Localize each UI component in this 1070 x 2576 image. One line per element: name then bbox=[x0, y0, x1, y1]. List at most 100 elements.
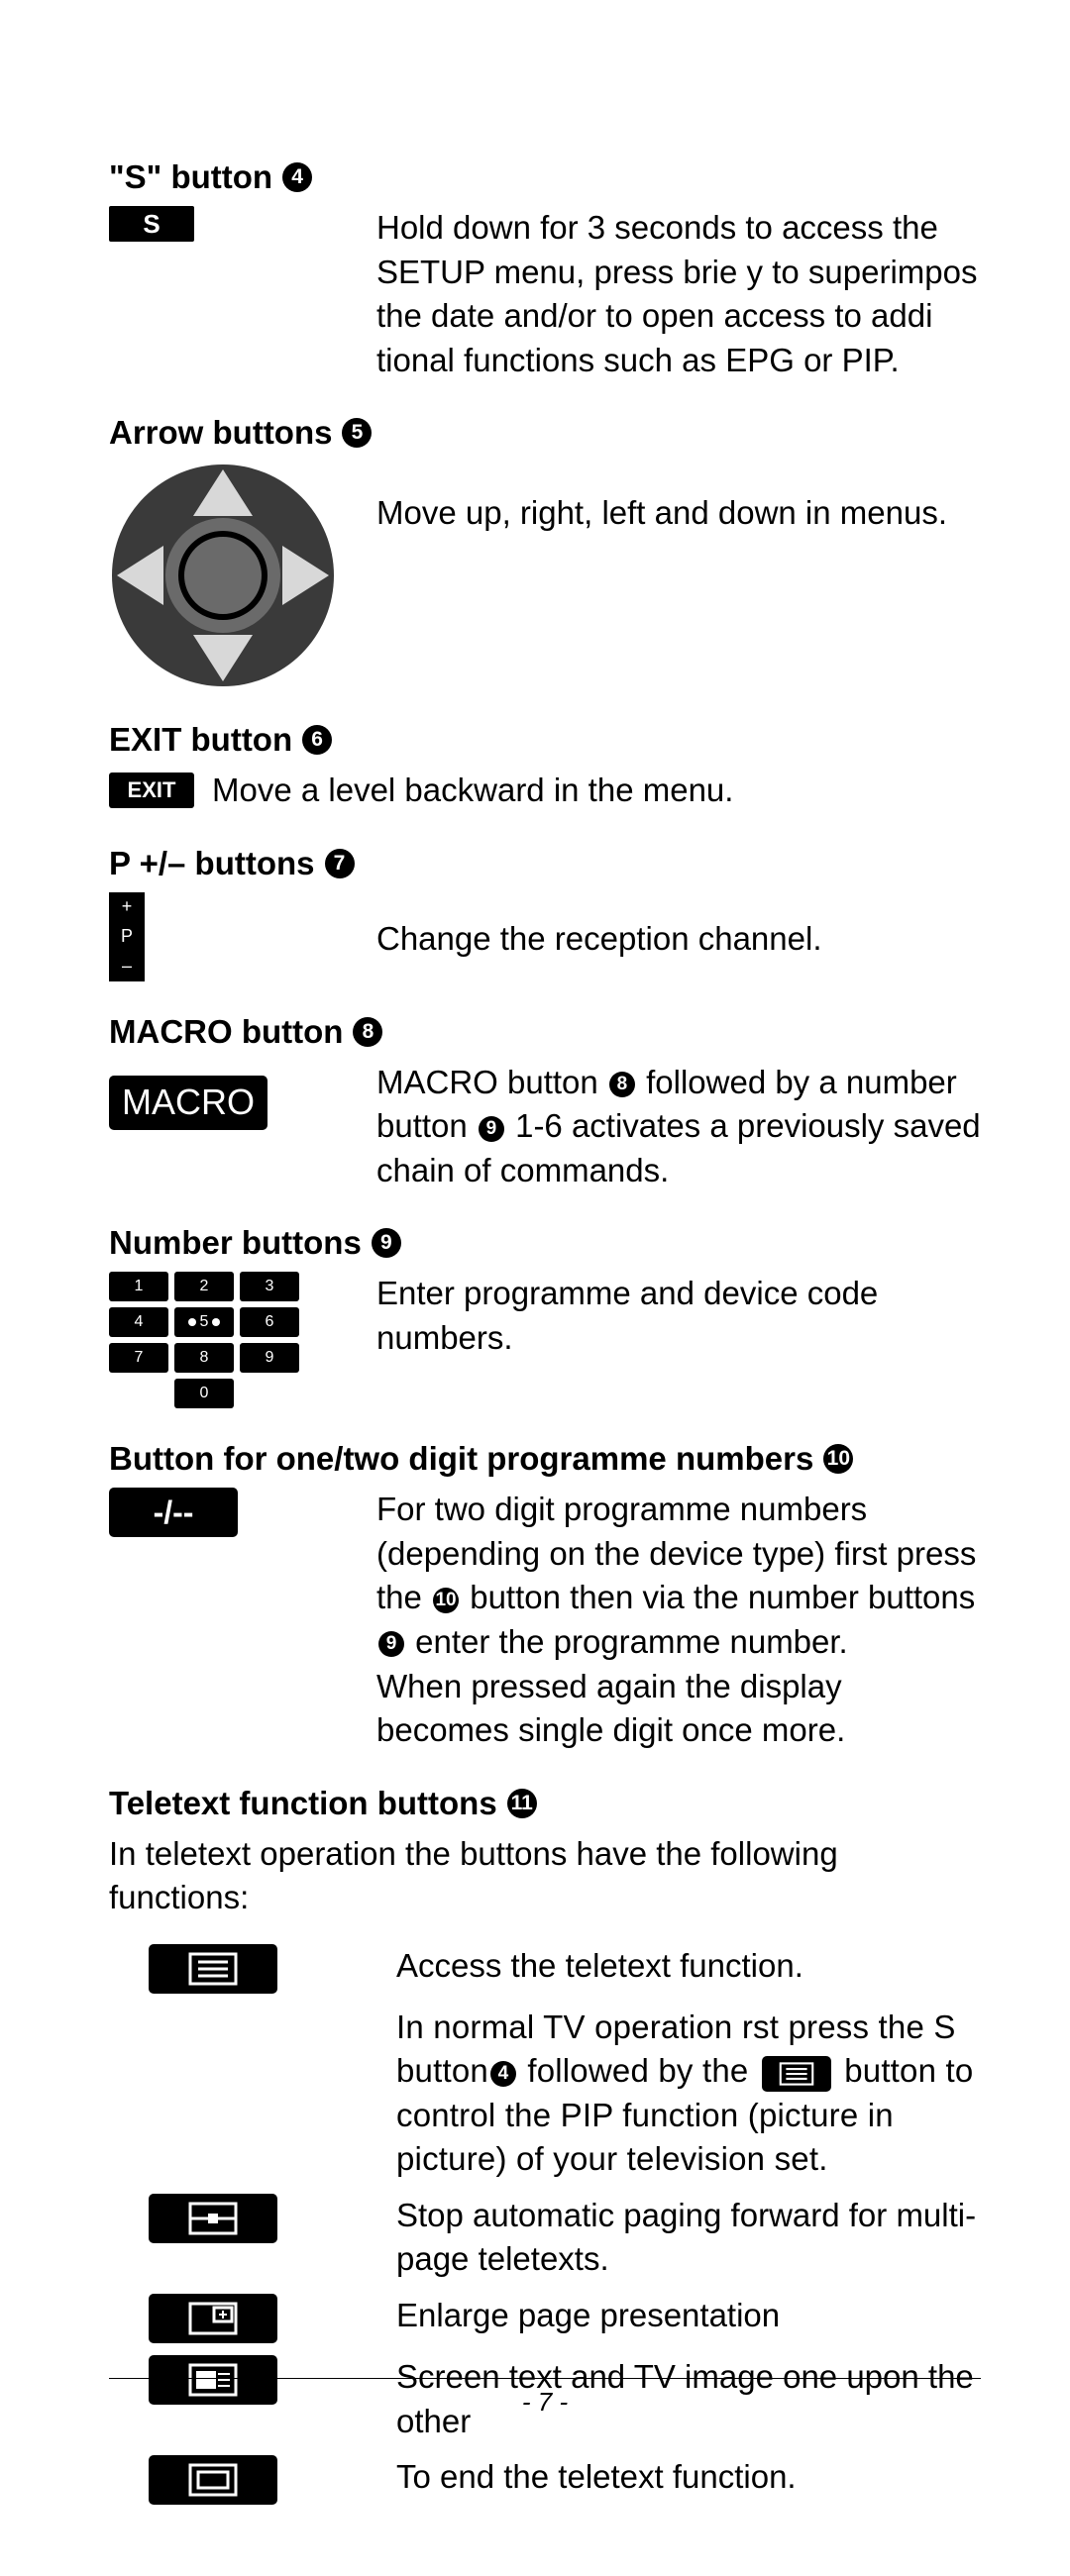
key-3: 3 bbox=[240, 1272, 299, 1301]
icon-col: + P – bbox=[109, 892, 357, 981]
key-1: 1 bbox=[109, 1272, 168, 1301]
heading-arrow: Arrow buttons 5 bbox=[109, 414, 981, 452]
d1: MACRO button bbox=[376, 1064, 607, 1100]
tt-row-1: In normal TV operation rst press the S b… bbox=[109, 2006, 981, 2182]
tt-row-5: To end the teletext function. bbox=[109, 2455, 981, 2505]
tt-row-2: Stop automatic paging forward for multi-… bbox=[109, 2194, 981, 2282]
page-number: - 7 - bbox=[522, 2387, 568, 2417]
p2b: button then via the number buttons bbox=[461, 1579, 975, 1615]
key-2: 2 bbox=[174, 1272, 234, 1301]
key-9: 9 bbox=[240, 1343, 299, 1373]
desc: Stop automatic paging forward for multi-… bbox=[396, 2194, 981, 2282]
heading-teletext: Teletext function buttons 11 bbox=[109, 1785, 981, 1822]
heading-text: P +/– buttons bbox=[109, 845, 315, 882]
s-button-icon: S bbox=[109, 206, 194, 242]
desc: For two digit programme numbers (depend­… bbox=[376, 1488, 981, 1752]
ref-icon: 4 bbox=[282, 162, 312, 192]
desc: To end the teletext function. bbox=[396, 2455, 981, 2500]
ref-9: 9 bbox=[378, 1631, 404, 1657]
desc: In normal TV operation rst press the S b… bbox=[396, 2006, 981, 2182]
row: Move up, right, left and down in menus. bbox=[109, 462, 981, 689]
ref-icon: 10 bbox=[823, 1444, 853, 1474]
ref-icon: 8 bbox=[353, 1017, 382, 1047]
section-p-buttons: P +/– buttons 7 + P – Change the recepti… bbox=[109, 845, 981, 981]
ref-icon: 5 bbox=[342, 418, 372, 448]
teletext-access-icon bbox=[149, 1944, 277, 1994]
p2: the 10 button then via the number button… bbox=[376, 1576, 981, 1664]
ref-4: 4 bbox=[490, 2061, 516, 2087]
p2a: the bbox=[376, 1579, 431, 1615]
page-footer: - 7 - bbox=[109, 2378, 981, 2418]
p3: When pressed again the display becomes s… bbox=[376, 1665, 981, 1753]
key-0: 0 bbox=[174, 1379, 234, 1408]
digit-button-icon: -/-- bbox=[109, 1488, 238, 1537]
k5: 5 bbox=[200, 1313, 209, 1331]
teletext-stop-icon bbox=[149, 2194, 277, 2243]
key-7: 7 bbox=[109, 1343, 168, 1373]
icon-col: MACRO bbox=[109, 1061, 357, 1130]
ref-9: 9 bbox=[479, 1116, 504, 1142]
icon-col bbox=[109, 2294, 357, 2343]
desc: MACRO button 8 followed by a number butt… bbox=[376, 1061, 981, 1193]
numpad-icon: 1 2 3 4 5 6 7 8 9 0 bbox=[109, 1272, 357, 1408]
row: S Hold down for 3 seconds to access the … bbox=[109, 206, 981, 382]
key-5: 5 bbox=[174, 1307, 234, 1337]
desc: Access the teletext function. bbox=[396, 1944, 981, 1989]
heading-digit: Button for one/two digit programme numbe… bbox=[109, 1440, 981, 1478]
heading-text: Arrow buttons bbox=[109, 414, 332, 452]
t2: followed by the bbox=[518, 2052, 749, 2089]
section-s-button: "S" button 4 S Hold down for 3 seconds t… bbox=[109, 158, 981, 382]
tt-row-0: Access the teletext function. bbox=[109, 1944, 981, 1994]
row: -/-- For two digit programme numbers (de… bbox=[109, 1488, 981, 1752]
section-arrow-buttons: Arrow buttons 5 Move up, right, left and… bbox=[109, 414, 981, 689]
heading-text: Button for one/two digit programme numbe… bbox=[109, 1440, 813, 1478]
ref-8: 8 bbox=[609, 1072, 635, 1097]
p-plus: + bbox=[109, 892, 145, 922]
section-macro-button: MACRO button 8 MACRO MACRO button 8 foll… bbox=[109, 1013, 981, 1193]
teletext-inline-icon bbox=[762, 2056, 831, 2092]
heading-text: MACRO button bbox=[109, 1013, 343, 1051]
page: "S" button 4 S Hold down for 3 seconds t… bbox=[0, 0, 1070, 2576]
icon-col bbox=[109, 1944, 357, 1994]
arrow-pad-icon bbox=[109, 462, 357, 689]
ref-icon: 11 bbox=[507, 1789, 537, 1818]
desc: Move a level backward in the menu. bbox=[212, 769, 733, 813]
heading-macro: MACRO button 8 bbox=[109, 1013, 981, 1051]
desc: Move up, right, left and down in menus. bbox=[376, 462, 981, 536]
intro: In teletext operation the buttons have t… bbox=[109, 1832, 981, 1920]
teletext-enlarge-icon bbox=[149, 2294, 277, 2343]
icon-col bbox=[109, 2194, 357, 2243]
desc: Enlarge page presentation bbox=[396, 2294, 981, 2338]
p-label: P bbox=[109, 922, 145, 952]
macro-button-icon: MACRO bbox=[109, 1076, 268, 1130]
section-digit-button: Button for one/two digit programme numbe… bbox=[109, 1440, 981, 1752]
icon-col: S bbox=[109, 206, 357, 242]
row: EXIT Move a level backward in the menu. bbox=[109, 769, 981, 813]
heading-p: P +/– buttons 7 bbox=[109, 845, 981, 882]
ref-icon: 6 bbox=[302, 725, 332, 755]
row: 1 2 3 4 5 6 7 8 9 0 Enter programme and … bbox=[109, 1272, 981, 1408]
icon-col: 1 2 3 4 5 6 7 8 9 0 bbox=[109, 1272, 357, 1408]
icon-col: -/-- bbox=[109, 1488, 357, 1537]
key-4: 4 bbox=[109, 1307, 168, 1337]
ref-icon: 9 bbox=[372, 1228, 401, 1258]
heading-exit: EXIT button 6 bbox=[109, 721, 981, 759]
exit-button-icon: EXIT bbox=[109, 773, 194, 808]
p-buttons-icon: + P – bbox=[109, 892, 145, 981]
heading-text: "S" button bbox=[109, 158, 272, 196]
section-exit-button: EXIT button 6 EXIT Move a level backward… bbox=[109, 721, 981, 813]
p2c: enter the programme number. bbox=[406, 1623, 848, 1660]
heading-s-button: "S" button 4 bbox=[109, 158, 981, 196]
heading-text: Number buttons bbox=[109, 1224, 362, 1262]
key-6: 6 bbox=[240, 1307, 299, 1337]
ref-icon: 7 bbox=[325, 849, 355, 878]
heading-number: Number buttons 9 bbox=[109, 1224, 981, 1262]
desc: Change the reception channel. bbox=[376, 892, 981, 962]
p-minus: – bbox=[109, 952, 145, 981]
teletext-end-icon bbox=[149, 2455, 277, 2505]
ref-10: 10 bbox=[433, 1588, 459, 1613]
row: + P – Change the reception channel. bbox=[109, 892, 981, 981]
tt-row-3: Enlarge page presentation bbox=[109, 2294, 981, 2343]
section-number-buttons: Number buttons 9 1 2 3 4 5 6 7 8 9 0 Ent… bbox=[109, 1224, 981, 1408]
p1: For two digit programme numbers (depend­… bbox=[376, 1488, 981, 1576]
